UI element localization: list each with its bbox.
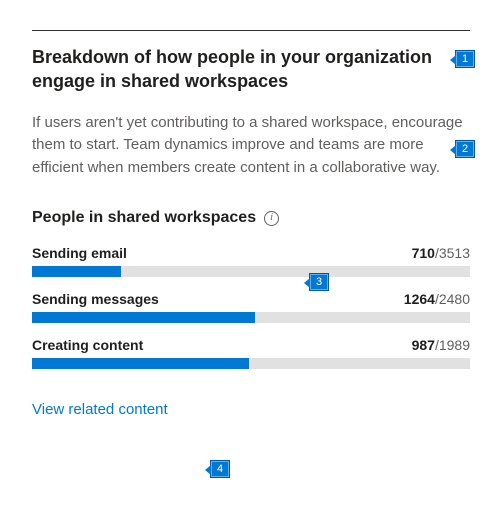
metric-value: 987/1989	[412, 337, 470, 353]
metric-row: Sending messages 1264/2480	[32, 291, 470, 323]
metric-label: Sending messages	[32, 291, 159, 307]
section-label-row: People in shared workspaces i	[32, 209, 470, 227]
progress-track	[32, 266, 470, 277]
top-rule	[32, 30, 470, 31]
metric-value: 1264/2480	[404, 291, 470, 307]
section-label-text: People in shared workspaces	[32, 209, 256, 227]
annotation-callout: 2	[455, 140, 475, 158]
progress-fill	[32, 358, 249, 369]
progress-track	[32, 312, 470, 323]
card-title: Breakdown of how people in your organiza…	[32, 45, 470, 94]
annotation-callout: 3	[309, 273, 329, 291]
metric-head: Sending email 710/3513	[32, 245, 470, 261]
annotation-callout: 4	[210, 460, 230, 478]
metric-head: Sending messages 1264/2480	[32, 291, 470, 307]
view-related-content-link[interactable]: View related content	[32, 401, 168, 418]
workspace-breakdown-card: Breakdown of how people in your organiza…	[0, 0, 500, 449]
metric-row: Sending email 710/3513	[32, 245, 470, 277]
progress-fill	[32, 266, 121, 277]
annotation-callout: 1	[455, 50, 475, 68]
info-icon[interactable]: i	[264, 211, 279, 226]
card-description: If users aren't yet contributing to a sh…	[32, 112, 470, 180]
progress-fill	[32, 312, 255, 323]
metric-label: Creating content	[32, 337, 143, 353]
metric-label: Sending email	[32, 245, 127, 261]
metric-row: Creating content 987/1989	[32, 337, 470, 369]
metric-value: 710/3513	[412, 245, 470, 261]
progress-track	[32, 358, 470, 369]
metric-head: Creating content 987/1989	[32, 337, 470, 353]
metrics-list: Sending email 710/3513 Sending messages 126…	[32, 245, 470, 369]
